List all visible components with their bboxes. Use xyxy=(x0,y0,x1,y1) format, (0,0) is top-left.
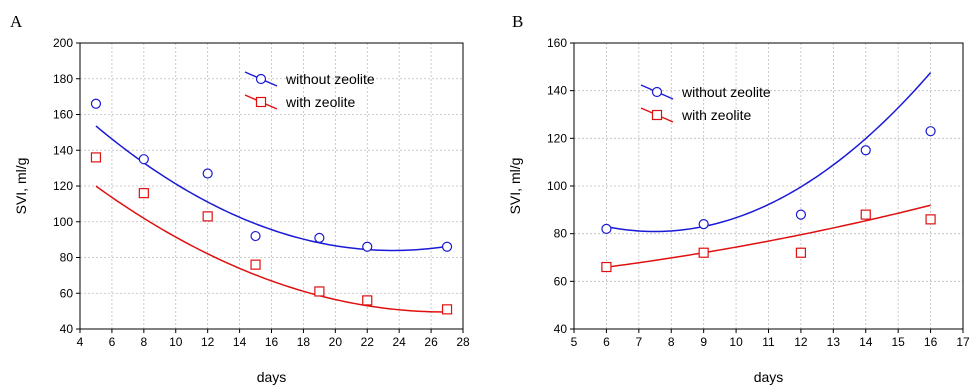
x-axis-label: days xyxy=(754,369,784,385)
panel-label: A xyxy=(10,12,23,31)
x-tick-label: 18 xyxy=(297,335,311,349)
data-point xyxy=(90,98,102,109)
data-point xyxy=(860,145,871,156)
data-point xyxy=(860,209,871,220)
x-tick-label: 10 xyxy=(169,335,183,349)
y-tick-label: 200 xyxy=(53,36,73,50)
data-point xyxy=(362,295,373,306)
data-point xyxy=(441,304,453,315)
y-tick-label: 160 xyxy=(547,36,567,50)
data-point xyxy=(601,261,612,273)
x-tick-label: 12 xyxy=(794,335,808,349)
data-point xyxy=(314,232,325,243)
y-tick-label: 60 xyxy=(554,274,568,288)
data-point xyxy=(925,126,936,137)
legend-marker-square xyxy=(651,109,663,121)
data-point xyxy=(138,188,149,199)
x-tick-label: 13 xyxy=(827,335,841,349)
y-tick-label: 140 xyxy=(547,84,567,98)
series-with-zeolite xyxy=(90,152,453,315)
x-tick-label: 6 xyxy=(603,335,610,349)
fit-curve xyxy=(606,204,931,268)
y-tick-label: 80 xyxy=(554,227,568,241)
data-point xyxy=(250,259,261,270)
data-point xyxy=(698,247,709,258)
data-point xyxy=(250,230,261,242)
chart-panel-a: A 4 6 8 10 12 14 16 18 20 22 24 26 28 40 60 80 100 120 140 1… xyxy=(10,12,470,385)
x-tick-label: 15 xyxy=(891,335,905,349)
x-tick-label: 16 xyxy=(265,335,279,349)
data-point xyxy=(925,214,936,225)
y-tick-label: 180 xyxy=(53,72,73,86)
y-tick-label: 160 xyxy=(53,108,73,122)
x-tick-label: 14 xyxy=(233,335,247,349)
x-tick-label: 4 xyxy=(77,335,84,349)
y-tick-label: 140 xyxy=(53,143,73,157)
x-tick-label: 8 xyxy=(140,335,147,349)
series-without-zeolite xyxy=(90,98,453,252)
legend-label: with zeolite xyxy=(681,107,751,123)
data-point xyxy=(362,241,373,252)
x-tick-label: 14 xyxy=(859,335,873,349)
x-tick-label: 5 xyxy=(571,335,578,349)
x-tick-label: 11 xyxy=(762,335,775,349)
x-tick-label: 10 xyxy=(729,335,743,349)
x-tick-label: 12 xyxy=(201,335,215,349)
y-tick-label: 40 xyxy=(554,322,568,336)
x-tick-label: 6 xyxy=(109,335,116,349)
y-tick-label: 80 xyxy=(60,251,74,265)
data-point xyxy=(795,209,807,220)
fit-curve xyxy=(95,125,448,252)
y-tick-label: 40 xyxy=(60,322,74,336)
x-tick-label: 20 xyxy=(329,335,343,349)
x-tick-label: 24 xyxy=(392,335,406,349)
x-tick-label: 17 xyxy=(956,335,970,349)
data-point xyxy=(441,241,453,252)
data-point xyxy=(90,152,102,163)
legend-label: without zeolite xyxy=(285,71,375,87)
panel-label: B xyxy=(512,12,523,31)
series-with-zeolite xyxy=(601,204,936,273)
x-tick-label: 16 xyxy=(924,335,938,349)
y-tick-label: 120 xyxy=(53,179,73,193)
data-point xyxy=(202,168,213,179)
data-point xyxy=(795,247,807,258)
legend-marker-circle xyxy=(255,73,267,85)
y-axis-label: SVI, ml/g xyxy=(13,158,29,215)
series-without-zeolite xyxy=(601,72,936,234)
legend-label: without zeolite xyxy=(681,84,771,100)
x-tick-label: 8 xyxy=(668,335,675,349)
y-axis-label: SVI, ml/g xyxy=(507,158,523,215)
x-tick-label: 26 xyxy=(424,335,438,349)
y-tick-label: 120 xyxy=(547,131,567,145)
data-point xyxy=(698,219,709,230)
fit-curve xyxy=(606,72,932,233)
legend-marker-circle xyxy=(651,86,663,98)
x-tick-label: 9 xyxy=(700,335,707,349)
x-tick-label: 7 xyxy=(635,335,642,349)
y-tick-label: 60 xyxy=(60,286,74,300)
x-axis-label: days xyxy=(257,369,287,385)
data-point xyxy=(202,211,213,222)
x-tick-label: 22 xyxy=(361,335,375,349)
legend-marker-square xyxy=(255,96,267,108)
data-point xyxy=(138,154,149,165)
chart-panel-b: B 5 6 7 8 9 10 11 12 13 14 15 16 17 40 60 80 100 120 140 160… xyxy=(507,12,970,385)
y-tick-label: 100 xyxy=(53,215,73,229)
data-point xyxy=(601,223,612,234)
fit-curve xyxy=(95,185,448,313)
y-tick-label: 100 xyxy=(547,179,567,193)
legend-label: with zeolite xyxy=(285,94,355,110)
x-tick-label: 28 xyxy=(456,335,470,349)
data-point xyxy=(314,286,325,297)
